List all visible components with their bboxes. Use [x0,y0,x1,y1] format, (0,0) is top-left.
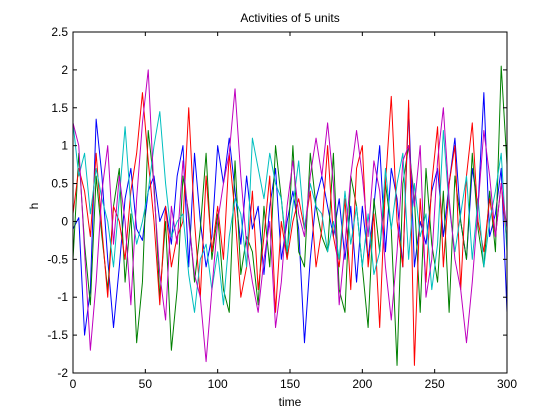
x-axis: 0 50 100 150 200 250 300 [70,32,517,391]
y-tick-label: 0 [61,214,68,228]
y-tick-label: 0.5 [51,177,68,191]
y-tick-label: 1 [61,139,68,153]
y-axis-label: h [27,203,41,210]
y-axis: -2 -1.5 -1 -0.5 0 0.5 1 1.5 2 2.5 [47,25,507,380]
x-tick-label: 100 [208,377,228,391]
x-tick-label: 150 [280,377,300,391]
y-tick-label: -0.5 [47,252,68,266]
y-tick-label: -1.5 [47,328,68,342]
x-tick-label: 200 [352,377,372,391]
y-tick-label: 1.5 [51,101,68,115]
series-line-5 [72,69,508,363]
x-tick-label: 50 [139,377,153,391]
y-tick-label: -1 [57,290,68,304]
series-line-3 [72,92,508,366]
x-tick-label: 300 [497,377,517,391]
series-line-4 [72,111,508,313]
y-tick-label: 2.5 [51,25,68,39]
series-layer [72,65,508,366]
chart-title: Activities of 5 units [240,11,339,25]
x-axis-label: time [279,395,302,409]
y-tick-label: 2 [61,63,68,77]
y-tick-label: -2 [57,366,68,380]
x-tick-label: 0 [70,377,77,391]
x-tick-label: 250 [425,377,445,391]
